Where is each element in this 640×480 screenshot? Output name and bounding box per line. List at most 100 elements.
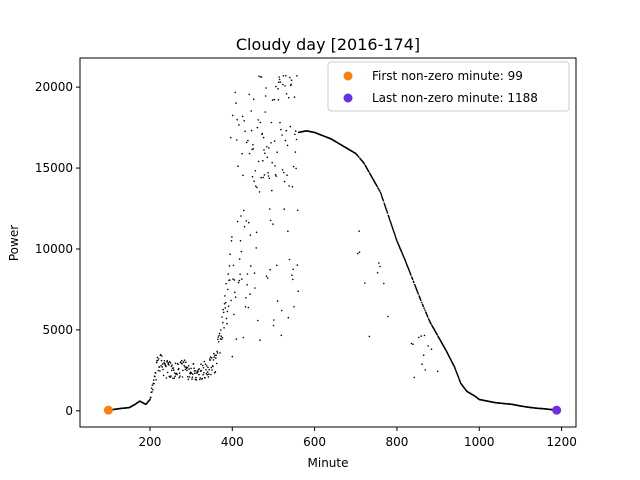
data-point [253,180,255,182]
data-point [249,293,251,295]
data-point [207,376,210,378]
data-point [184,366,186,368]
legend: First non-zero minute: 99 Last non-zero … [327,61,570,112]
data-point [150,387,153,390]
data-point [183,359,186,362]
data-point [358,251,361,253]
data-point [157,358,160,360]
data-point [220,329,222,331]
data-point [203,372,205,374]
data-point [182,361,185,364]
data-point [285,93,288,95]
data-point [185,361,187,364]
marker-points [103,405,562,415]
data-point [222,308,224,311]
data-point [368,335,371,338]
data-point [394,236,397,238]
data-point [427,316,429,318]
data-point [260,76,263,78]
scatter-points [107,75,558,412]
data-point [275,175,278,177]
data-point [244,306,247,308]
data-point [423,334,426,337]
data-point [208,373,210,376]
data-point [420,335,423,337]
data-point [247,139,249,142]
data-point [412,343,414,346]
data-point [283,180,286,183]
data-point [184,368,187,371]
data-point [378,190,381,192]
data-point [152,388,154,391]
data-point [221,316,223,318]
x-tick-label: 600 [303,435,326,449]
data-point [266,146,268,148]
data-point [274,165,276,167]
data-point [422,354,425,357]
data-point [220,338,223,341]
data-point [168,364,170,366]
data-point [280,309,283,312]
data-point [385,209,388,212]
data-point [229,279,231,281]
data-point [183,364,185,367]
data-point [264,111,267,113]
data-point [242,336,245,339]
y-tick-label: 5000 [42,323,73,337]
data-point [263,174,266,176]
y-tick-label: 0 [65,404,73,418]
data-point [270,142,272,144]
data-point [269,268,272,271]
data-point [202,367,205,369]
data-point [279,81,282,83]
data-point [210,373,212,376]
data-point [254,287,256,289]
data-point [173,377,176,379]
data-point [208,368,210,371]
data-point [193,370,196,372]
data-point [293,96,296,98]
data-point [149,398,151,401]
data-point [264,152,266,155]
data-point [378,262,380,264]
data-point [296,264,299,266]
data-point [239,273,241,276]
data-point [199,377,201,379]
data-point [231,355,234,358]
data-point [272,324,275,327]
data-point [289,125,292,128]
data-point [292,268,295,271]
data-point [241,278,243,280]
data-point [158,366,161,368]
data-point [233,279,236,281]
data-point [271,189,273,192]
data-point [273,319,275,321]
data-point [262,136,265,139]
data-point [242,174,244,177]
data-point [296,75,298,77]
data-point [243,209,245,212]
data-point [250,129,253,132]
data-point [225,282,227,285]
data-point [170,375,172,377]
data-point [212,365,214,368]
data-point [279,121,281,124]
data-point [194,370,197,372]
y-tick-label: 15000 [35,161,73,175]
data-point [238,258,241,260]
data-point [270,121,273,124]
data-point [241,115,244,118]
data-point [154,375,156,378]
data-point [187,378,190,381]
data-point [200,363,202,366]
data-point [234,91,236,94]
data-point [285,75,287,77]
data-point [205,372,208,375]
data-point [167,361,170,364]
data-point [186,369,188,372]
data-point [191,376,194,379]
data-point [266,156,269,159]
y-tick-label: 10000 [35,242,73,256]
data-point [191,378,193,380]
data-point [291,185,294,188]
